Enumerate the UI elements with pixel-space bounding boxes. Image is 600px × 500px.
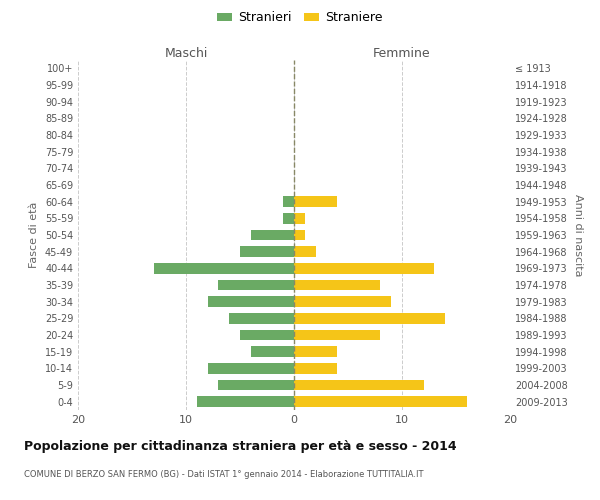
Bar [283, 196, 294, 207]
Bar [294, 230, 305, 240]
Bar [294, 196, 337, 207]
Bar [294, 346, 337, 357]
Bar [294, 296, 391, 307]
Bar [251, 346, 294, 357]
Y-axis label: Fasce di età: Fasce di età [29, 202, 39, 268]
Text: Popolazione per cittadinanza straniera per età e sesso - 2014: Popolazione per cittadinanza straniera p… [24, 440, 457, 453]
Bar [294, 280, 380, 290]
Bar [208, 363, 294, 374]
Text: COMUNE DI BERZO SAN FERMO (BG) - Dati ISTAT 1° gennaio 2014 - Elaborazione TUTTI: COMUNE DI BERZO SAN FERMO (BG) - Dati IS… [24, 470, 424, 479]
Bar [240, 246, 294, 257]
Bar [294, 380, 424, 390]
Bar [283, 213, 294, 224]
Bar [251, 230, 294, 240]
Bar [294, 363, 337, 374]
Bar [294, 263, 434, 274]
Y-axis label: Anni di nascita: Anni di nascita [573, 194, 583, 276]
Bar [294, 330, 380, 340]
Bar [240, 330, 294, 340]
Bar [294, 246, 316, 257]
Bar [294, 213, 305, 224]
Bar [218, 380, 294, 390]
Bar [294, 396, 467, 407]
Bar [229, 313, 294, 324]
Bar [218, 280, 294, 290]
Text: Maschi: Maschi [164, 47, 208, 60]
Legend: Stranieri, Straniere: Stranieri, Straniere [212, 6, 388, 29]
Bar [154, 263, 294, 274]
Bar [208, 296, 294, 307]
Text: Femmine: Femmine [373, 47, 431, 60]
Bar [294, 313, 445, 324]
Bar [197, 396, 294, 407]
